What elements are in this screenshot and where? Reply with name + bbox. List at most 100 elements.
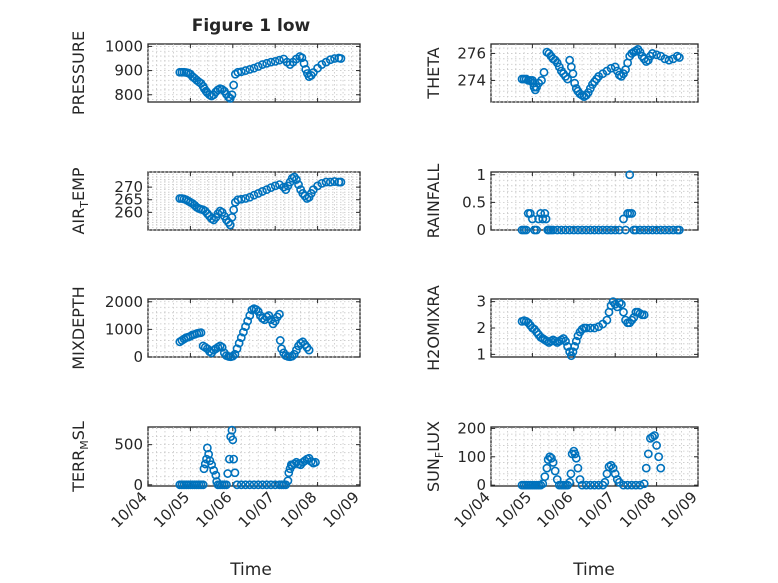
data-point — [656, 463, 666, 473]
data-point — [279, 182, 289, 192]
data-point — [258, 480, 267, 490]
data-point — [639, 479, 649, 489]
x-tick-label: 10/09 — [320, 488, 363, 531]
data-point — [585, 323, 595, 333]
data-point — [548, 458, 558, 467]
data-point — [249, 480, 259, 490]
y-tick-label: 900 — [114, 62, 143, 80]
data-point — [568, 69, 578, 79]
data-point — [552, 225, 562, 235]
x-tick-label: 10/06 — [192, 488, 235, 531]
data-point — [600, 477, 610, 487]
data-point — [270, 181, 280, 191]
data-point — [581, 323, 591, 333]
data-point — [321, 57, 331, 67]
data-point — [602, 225, 612, 235]
data-point — [258, 60, 267, 69]
data-point — [291, 457, 301, 467]
y-tick-label: 800 — [114, 86, 143, 104]
plot-area — [147, 298, 361, 358]
y-axis-label: THETA — [424, 47, 443, 99]
data-point — [566, 351, 576, 361]
data-point — [563, 74, 572, 84]
data-point — [664, 225, 674, 235]
data-point — [539, 67, 549, 77]
data-point — [577, 480, 587, 490]
data-point — [569, 225, 579, 235]
data-point — [652, 225, 661, 235]
data-point — [243, 316, 253, 326]
data-point — [575, 475, 585, 484]
data-point — [541, 214, 551, 224]
data-point — [590, 323, 599, 333]
data-point — [556, 225, 566, 235]
data-point — [253, 62, 263, 71]
y-tick-label: 276 — [457, 44, 486, 62]
data-point — [619, 214, 628, 224]
data-point — [209, 215, 219, 225]
y-tick-label: 2000 — [105, 293, 143, 311]
data-point — [668, 225, 678, 235]
data-point — [528, 214, 537, 224]
data-point — [270, 480, 280, 490]
data-point — [258, 187, 267, 196]
data-point — [336, 177, 346, 187]
data-point — [570, 78, 580, 88]
data-point — [301, 64, 311, 74]
y-tick-label: 0.5 — [462, 193, 486, 211]
data-point — [241, 194, 250, 203]
data-point — [232, 344, 242, 354]
y-axis-label: PRESSURE — [69, 31, 88, 115]
data-point — [610, 225, 620, 235]
plot-area — [490, 426, 699, 487]
y-tick-label: 0 — [133, 476, 143, 494]
data-point — [590, 225, 599, 235]
data-point — [585, 225, 595, 235]
data-point — [228, 435, 238, 445]
data-point — [619, 307, 628, 317]
data-point — [674, 53, 684, 62]
data-point — [298, 189, 308, 198]
data-point — [238, 327, 248, 337]
figure-title: Figure 1 low — [192, 16, 311, 36]
subplot-2: 274 276 THETA — [424, 43, 699, 103]
data-point — [571, 453, 581, 463]
data-point — [325, 177, 335, 187]
data-point — [227, 90, 237, 100]
data-point — [536, 209, 546, 218]
data-point — [294, 180, 303, 190]
x-tick-label: 10/08 — [277, 488, 320, 531]
data-point — [205, 456, 215, 466]
data-point — [629, 313, 639, 322]
data-point — [565, 347, 575, 357]
data-point — [251, 305, 261, 314]
y-tick-label: 1000 — [105, 320, 143, 338]
data-point — [547, 453, 556, 463]
data-point — [262, 480, 272, 490]
y-tick-label: 270 — [114, 178, 143, 196]
data-point — [289, 172, 299, 182]
y-axis-label: MIXDEPTH — [69, 286, 88, 369]
data-point — [229, 454, 239, 464]
data-point — [521, 225, 531, 235]
data-point — [217, 85, 227, 94]
data-point — [227, 425, 237, 435]
data-point — [283, 476, 293, 486]
y-tick-label: 3 — [476, 293, 486, 311]
data-point — [550, 466, 560, 476]
data-point — [207, 460, 216, 470]
data-point — [581, 225, 591, 235]
data-point — [654, 452, 664, 462]
data-point — [291, 175, 301, 184]
data-point — [275, 55, 284, 65]
data-point — [304, 345, 314, 355]
data-point — [650, 431, 659, 440]
x-tick-label: 10/07 — [575, 488, 618, 531]
data-point — [236, 480, 246, 490]
data-point — [266, 57, 276, 67]
data-point — [652, 441, 661, 450]
data-point — [241, 66, 250, 75]
data-point — [234, 338, 244, 348]
data-point — [561, 336, 570, 346]
